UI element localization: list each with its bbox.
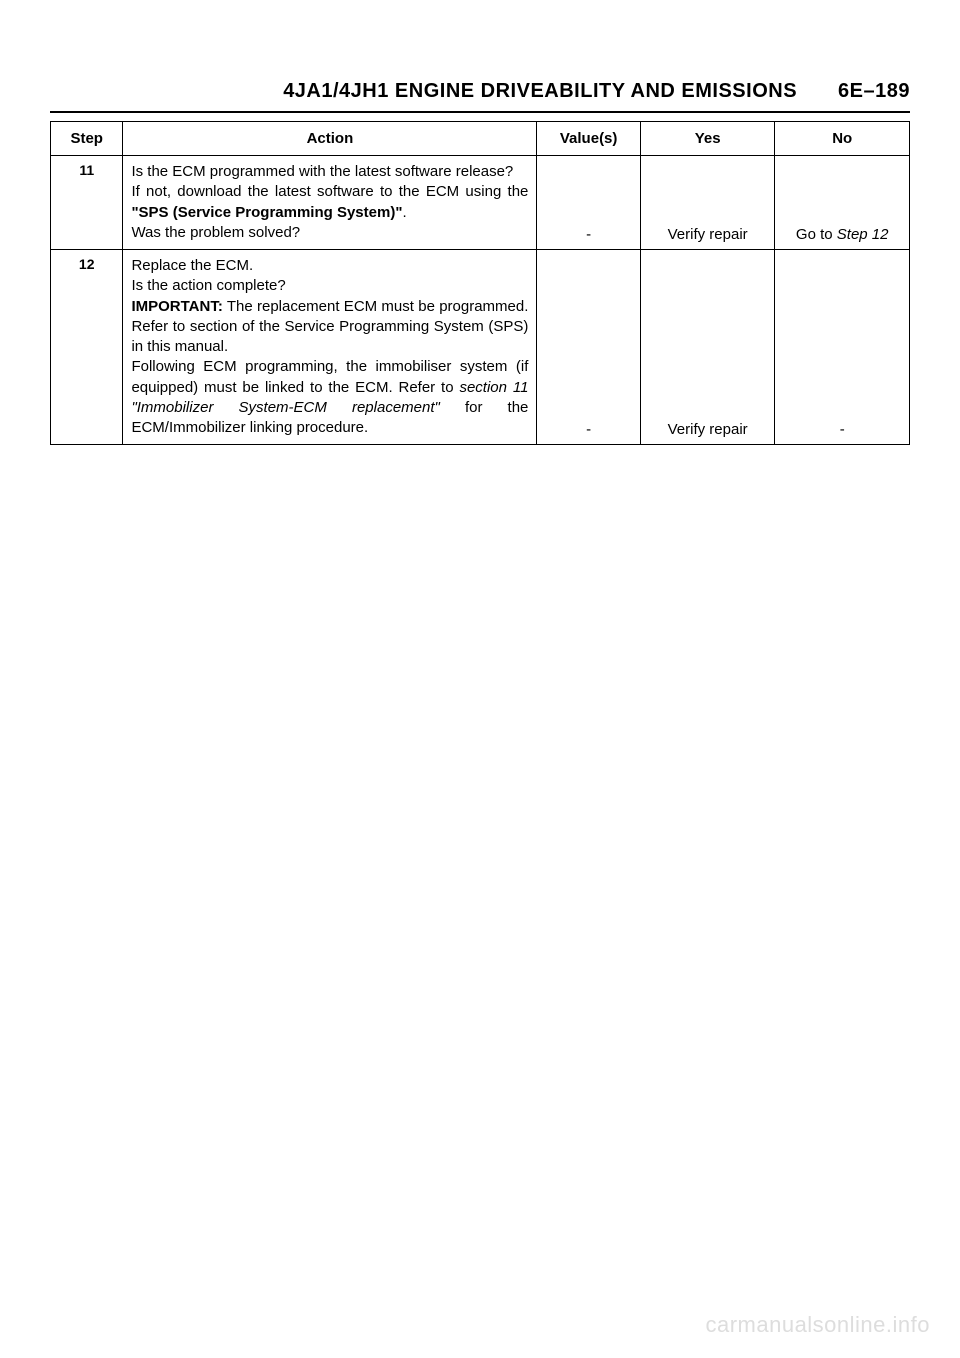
action-line: .	[402, 204, 406, 221]
step-number: 12	[51, 250, 123, 445]
yes-cell: Verify repair	[640, 250, 775, 445]
col-header-action: Action	[123, 122, 537, 156]
watermark-text: carmanualsonline.info	[705, 1312, 930, 1338]
no-cell: Go to Step 12	[775, 156, 910, 250]
action-line: Is the action complete?	[131, 277, 285, 294]
step-number: 11	[51, 156, 123, 250]
diagnostic-table: Step Action Value(s) Yes No 11 Is the EC…	[50, 121, 910, 445]
table-header-row: Step Action Value(s) Yes No	[51, 122, 910, 156]
action-bold: "SPS (Service Programming System)"	[131, 204, 402, 221]
no-cell: -	[775, 250, 910, 445]
action-bold: IMPORTANT:	[131, 298, 222, 315]
col-header-step: Step	[51, 122, 123, 156]
values-cell: -	[537, 250, 640, 445]
col-header-values: Value(s)	[537, 122, 640, 156]
no-italic: Step 12	[837, 226, 889, 243]
no-prefix: Go to	[796, 226, 837, 243]
action-cell: Is the ECM programmed with the latest so…	[123, 156, 537, 250]
action-line: Was the problem solved?	[131, 224, 300, 241]
table-row: 12 Replace the ECM. Is the action comple…	[51, 250, 910, 445]
header-divider	[50, 111, 910, 113]
action-line: If not, download the latest software to …	[131, 183, 528, 200]
table-row: 11 Is the ECM programmed with the latest…	[51, 156, 910, 250]
col-header-yes: Yes	[640, 122, 775, 156]
action-cell: Replace the ECM. Is the action complete?…	[123, 250, 537, 445]
action-text: Is the ECM programmed with the latest so…	[131, 162, 528, 243]
page-header-title: 4JA1/4JH1 ENGINE DRIVEABILITY AND EMISSI…	[50, 80, 910, 103]
action-line: Replace the ECM.	[131, 257, 253, 274]
yes-cell: Verify repair	[640, 156, 775, 250]
action-text: Replace the ECM. Is the action complete?…	[131, 256, 528, 438]
action-line: Is the ECM programmed with the latest so…	[131, 163, 513, 180]
values-cell: -	[537, 156, 640, 250]
col-header-no: No	[775, 122, 910, 156]
